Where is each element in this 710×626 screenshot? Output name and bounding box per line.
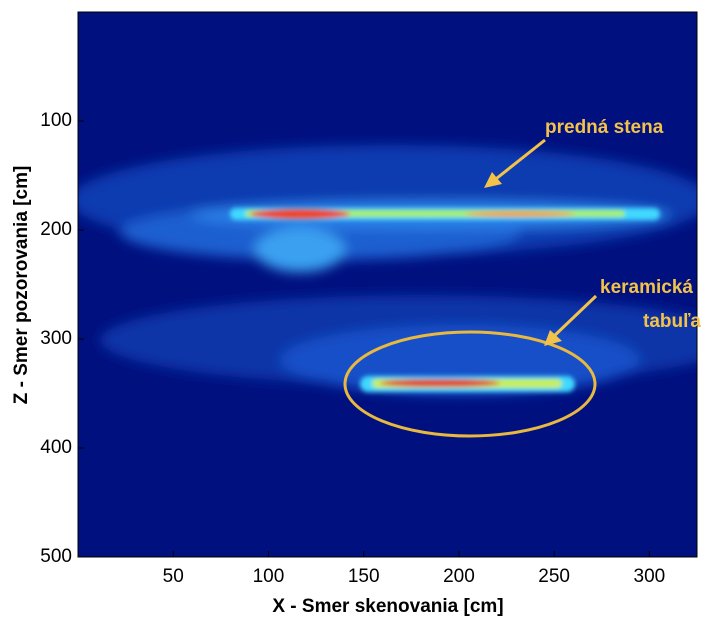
y-tick-label: 200 (40, 219, 72, 240)
y-tick-label: 500 (40, 546, 72, 567)
x-tick-label: 150 (348, 566, 380, 587)
y-tick-label: 300 (40, 328, 72, 349)
x-tick-label: 300 (634, 566, 666, 587)
y-axis-label: Z - Smer pozorovania [cm] (11, 166, 32, 405)
x-tick-label: 250 (538, 566, 570, 587)
x-tick-label: 200 (443, 566, 475, 587)
x-axis-label: X - Smer skenovania [cm] (272, 596, 503, 617)
x-tick-label: 50 (163, 566, 184, 587)
annotation: predná stena (545, 117, 664, 138)
y-tick-label: 100 (40, 110, 72, 131)
annotation: keramická (600, 277, 693, 298)
heatmap-image (78, 12, 697, 557)
annotation: tabuľa (643, 311, 701, 332)
x-tick-label: 100 (253, 566, 285, 587)
arrows (484, 138, 598, 346)
y-tick-label: 400 (40, 437, 72, 458)
highlight-ellipse (343, 330, 597, 438)
